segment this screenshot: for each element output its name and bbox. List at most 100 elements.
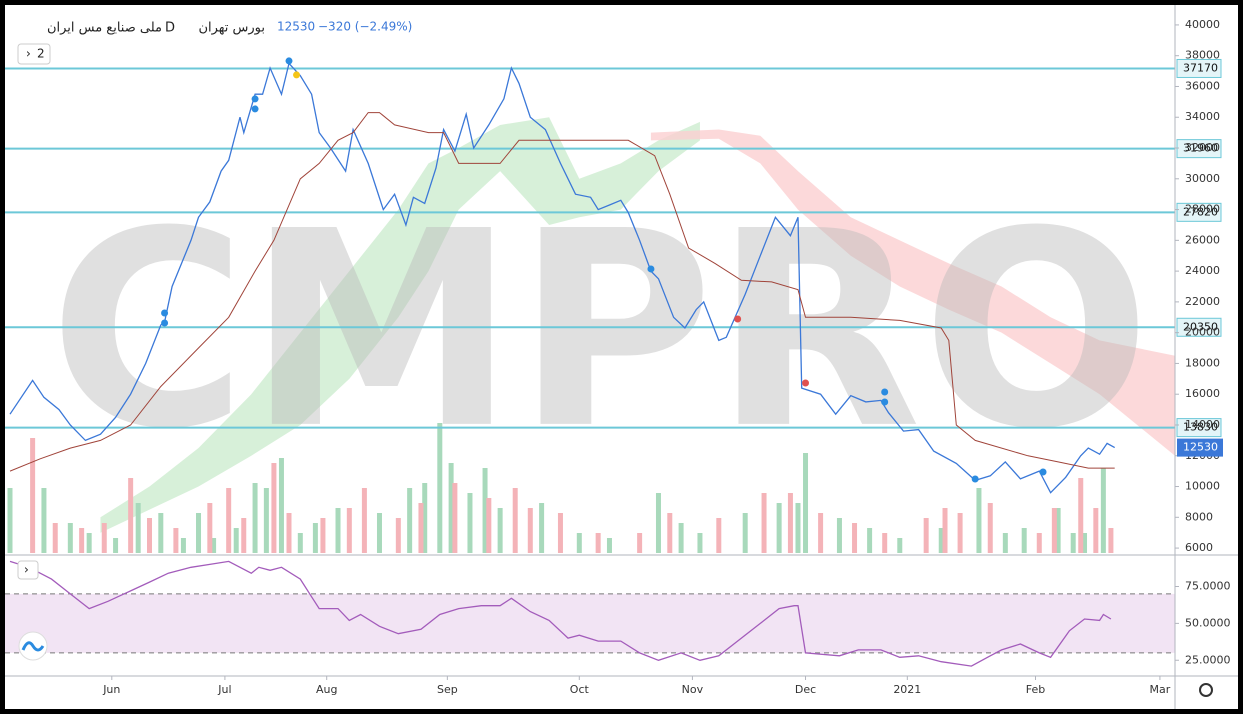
volume-bar <box>320 518 326 553</box>
cloud <box>650 129 1175 456</box>
interval: D <box>165 21 175 36</box>
volume-bar <box>1082 533 1088 553</box>
x-tick-label: Jul <box>217 683 231 696</box>
volume-bar <box>852 523 858 553</box>
signal-dot <box>971 475 979 483</box>
level-label-box <box>1176 58 1222 78</box>
volume-bar <box>987 503 993 553</box>
volume-bar <box>742 513 748 553</box>
volume-bar <box>803 453 809 553</box>
volume-bar <box>938 528 944 553</box>
level-label: 20350 <box>1183 320 1218 333</box>
settings-icon[interactable] <box>1199 683 1213 697</box>
volume-bar <box>79 528 85 553</box>
y-tick-label: 24000 <box>1185 264 1220 277</box>
volume-bar <box>1070 533 1076 553</box>
level-label-box <box>1176 418 1222 438</box>
y-tick-label: 18000 <box>1185 356 1220 369</box>
logo-mark <box>21 641 45 652</box>
y-tick-label: 36000 <box>1185 79 1220 92</box>
volume-bar <box>52 523 58 553</box>
volume-bar <box>422 483 428 553</box>
volume-bar <box>346 508 352 553</box>
volume-bar <box>407 488 413 553</box>
x-tick-label: Oct <box>570 683 590 696</box>
volume-bar <box>716 518 722 553</box>
last-price-header: 12530 <box>277 20 315 34</box>
level-label: 13830 <box>1183 421 1218 434</box>
collapse-button[interactable] <box>17 43 51 65</box>
level-label: 27820 <box>1183 205 1218 218</box>
cloud <box>100 117 700 533</box>
symbol-title: ملی صنایع مس ایران <box>47 21 162 36</box>
volume-bar <box>867 528 873 553</box>
y-tick-label: 10000 <box>1185 480 1220 493</box>
volume-bar <box>697 533 703 553</box>
x-tick-label: Nov <box>682 683 704 696</box>
chevron: › <box>24 563 29 577</box>
volume-bar <box>761 493 767 553</box>
volume-bar <box>297 533 303 553</box>
volume-bar <box>836 518 842 553</box>
volume-bar <box>1036 533 1042 553</box>
volume-bar <box>86 533 92 553</box>
volume-bar <box>196 513 202 553</box>
volume-bar <box>1021 528 1027 553</box>
volume-bar <box>113 538 119 553</box>
level-label-box <box>1176 139 1222 159</box>
signal-dot <box>161 319 169 327</box>
volume-bar <box>1002 533 1008 553</box>
volume-bar <box>376 513 382 553</box>
volume-bar <box>776 503 782 553</box>
volume-bar <box>655 493 661 553</box>
price-change: −320 (−2.49%) <box>318 20 412 34</box>
volume-bar <box>576 533 582 553</box>
rsi-collapse-button[interactable] <box>17 560 39 580</box>
volume-bar <box>942 508 948 553</box>
volume-bar <box>1100 468 1106 553</box>
volume-bar <box>180 538 186 553</box>
y-tick-label: 20000 <box>1185 326 1220 339</box>
y-tick-label: 16000 <box>1185 387 1220 400</box>
x-tick-label: Sep <box>437 683 458 696</box>
volume-bar <box>335 508 341 553</box>
volume-bar <box>882 533 888 553</box>
volume-bar <box>637 533 643 553</box>
volume-bar <box>557 513 563 553</box>
volume-bar <box>667 513 673 553</box>
exchange: بورس تهران <box>198 21 265 36</box>
x-tick-label: Aug <box>316 683 337 696</box>
volume-bar <box>7 488 13 553</box>
volume-bar <box>897 538 903 553</box>
volume-bar <box>135 503 141 553</box>
y-tick-label: 6000 <box>1185 541 1213 554</box>
watermark: CMPRO <box>49 173 1151 488</box>
y-tick-label: 14000 <box>1185 418 1220 431</box>
volume-bar <box>1108 528 1114 553</box>
volume-bar <box>128 478 134 553</box>
level-label: 31960 <box>1183 142 1218 155</box>
volume-bar <box>101 523 107 553</box>
level-label-box <box>1176 202 1222 222</box>
volume-bar <box>497 508 503 553</box>
volume-bar <box>263 488 269 553</box>
last-price-box <box>1177 438 1223 457</box>
y-tick-label: 30000 <box>1185 172 1220 185</box>
signal-dot <box>647 265 655 273</box>
volume-bar <box>527 508 533 553</box>
volume-bar <box>539 503 545 553</box>
volume-bar <box>976 488 982 553</box>
signal-dot <box>293 71 301 79</box>
volume-bar <box>41 488 47 553</box>
volume-bar <box>452 483 458 553</box>
volume-bar <box>678 523 684 553</box>
volume-bar <box>818 513 824 553</box>
volume-bar <box>1093 508 1099 553</box>
signal-dot <box>734 315 742 323</box>
y-tick-label: 38000 <box>1185 49 1220 62</box>
layers-front: 37170 31960 27820 20350 13830 6000 8000 10000 12… <box>5 18 1231 696</box>
y-tick-label: 25.0000 <box>1185 653 1231 666</box>
volume-bar <box>606 538 612 553</box>
volume-bar <box>312 523 318 553</box>
